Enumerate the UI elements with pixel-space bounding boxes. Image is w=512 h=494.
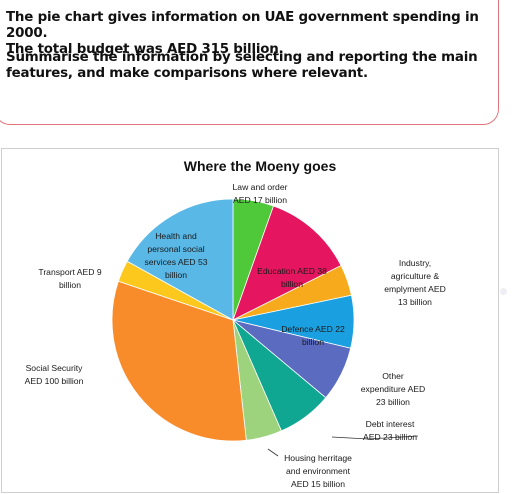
slice-label-housing-herritage-and-environment: Housing herritage and environment AED 15 b… — [284, 453, 352, 489]
slice-label-debt-interest: Debt interest AED 23 billion — [363, 419, 417, 442]
slice-label-transport: Transport AED 9 billion — [38, 267, 101, 290]
pie-slices — [111, 198, 355, 442]
slice-label-social-security: Social Security AED 100 billion — [25, 363, 84, 386]
leader-lines — [267, 435, 419, 457]
chart-title: Where the Moeny goes — [184, 158, 337, 174]
leader-line-housing-herritage-and-environment — [267, 448, 279, 457]
slice-labels: Law and order AED 17 billion Education AED… — [25, 182, 446, 489]
edge-dot — [500, 288, 507, 295]
slice-label-law-and-order: Law and order AED 17 billion — [233, 182, 288, 205]
task-line-3: Summarise the information by selecting a… — [6, 50, 478, 65]
chart-frame: Where the Moeny goes Law and order AED 17… — [1, 148, 499, 493]
slice-health-and-personal-social-services — [126, 198, 234, 321]
slice-label-other-expenditure: Other expenditure AED 23 billion — [361, 371, 426, 407]
slice-education — [232, 205, 342, 321]
task-card — [0, 0, 499, 125]
task-instruction: Summarise the information by selecting a… — [6, 50, 478, 82]
task-line-2: The total budget was AED 315 billion. — [6, 42, 284, 57]
slice-label-industry-agriculture-emplyment: Industry, agriculture & emplyment AED 13 bi… — [384, 258, 446, 307]
task-line-4: features, and make comparisons where rel… — [6, 66, 368, 81]
slice-social-security — [111, 280, 247, 442]
pie-chart: Where the Moeny goes Law and order AED 17… — [25, 158, 446, 489]
leader-line-debt-interest — [331, 435, 419, 440]
slice-label-defence: Defence AED 22 billion — [281, 324, 345, 347]
task-line-1: The pie chart gives information on UAE g… — [6, 10, 479, 41]
slice-label-education: Education AED 38 billion — [257, 266, 327, 289]
task-prompt: The pie chart gives information on UAE g… — [6, 10, 512, 58]
slice-label-health-and-personal-social-services: Health and personal social services AED 53… — [144, 231, 207, 280]
